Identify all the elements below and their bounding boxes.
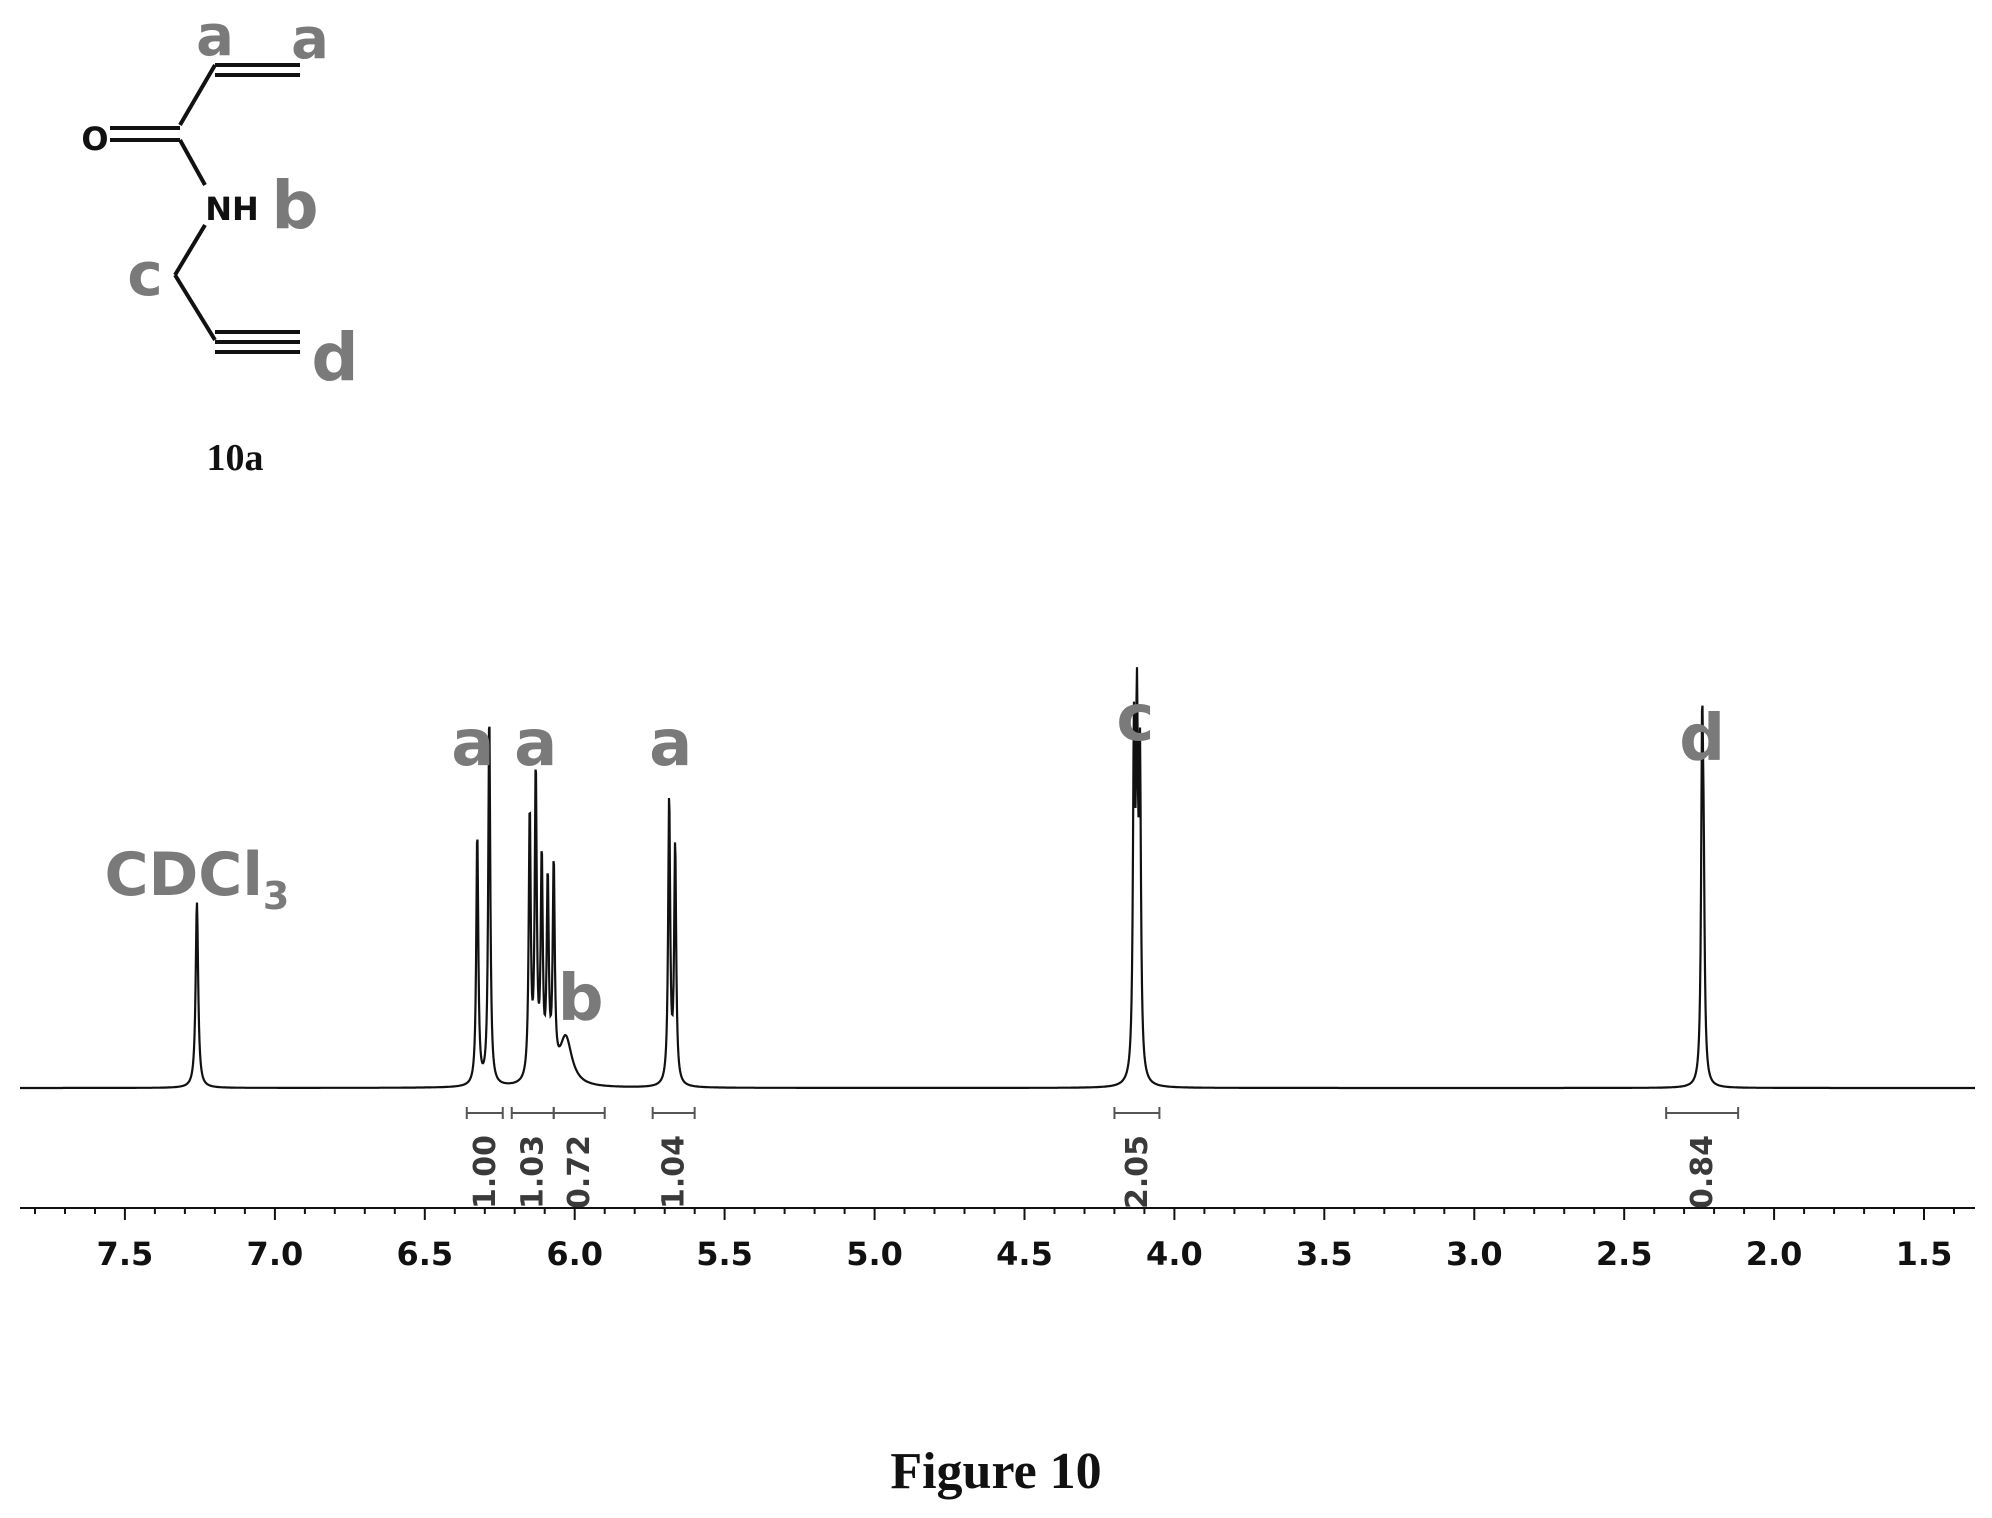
peak-label-cdcl3-0: CDCl3 <box>104 840 289 918</box>
integral-value-3: 1.04 <box>657 1135 692 1209</box>
nh-atom-label: NH <box>205 190 259 228</box>
tick-label-2.0: 2.0 <box>1746 1235 1803 1273</box>
peak-label-a-4: a <box>649 707 692 781</box>
peak-label-b-3: b <box>558 962 604 1036</box>
tick-label-6.5: 6.5 <box>396 1235 453 1273</box>
tick-label-5.5: 5.5 <box>696 1235 753 1273</box>
tick-label-5.0: 5.0 <box>846 1235 903 1273</box>
peak-label-a-1: a <box>451 707 494 781</box>
bond-carbonyl-vinyl <box>178 63 217 127</box>
integral-value-5: 0.84 <box>1685 1135 1720 1209</box>
chemical-structure <box>110 63 300 354</box>
figure-caption: Figure 10 <box>890 1443 1101 1500</box>
bond-nitrogen-ch2 <box>173 223 207 277</box>
integral-value-2: 0.72 <box>562 1135 597 1209</box>
structure-label-a1: a <box>196 4 234 69</box>
integral-value-1: 1.03 <box>516 1135 551 1209</box>
compound-label: 10a <box>207 437 264 479</box>
tick-label-4.0: 4.0 <box>1146 1235 1203 1273</box>
tick-label-7.0: 7.0 <box>247 1235 304 1273</box>
peak-label-d-6: d <box>1679 702 1725 776</box>
peak-label-a-2: a <box>514 707 557 781</box>
peak-label-c-5: c <box>1116 682 1154 756</box>
spectrum-trace <box>20 667 1975 1090</box>
structure-label-a2: a <box>291 7 329 72</box>
tick-label-6.0: 6.0 <box>546 1235 603 1273</box>
oxygen-atom-label: O <box>81 120 108 158</box>
tick-label-3.0: 3.0 <box>1446 1235 1503 1273</box>
integral-value-0: 1.00 <box>468 1135 503 1209</box>
structure-label-d: d <box>311 319 358 396</box>
tick-label-2.5: 2.5 <box>1596 1235 1653 1273</box>
tick-label-7.5: 7.5 <box>97 1235 154 1273</box>
bond-ch2-alkyne <box>173 273 217 342</box>
structure-label-c: c <box>127 240 163 310</box>
integral-value-4: 2.05 <box>1120 1135 1155 1209</box>
structure-label-b: b <box>271 167 318 244</box>
tick-label-3.5: 3.5 <box>1296 1235 1353 1273</box>
bond-carbonyl-nitrogen <box>178 139 207 186</box>
integrals: 1.00 1.03 0.72 1.04 2.05 0.84 <box>465 1107 1740 1209</box>
x-axis-ticks: 7.5 7.0 6.5 6.0 5.5 5.0 4.5 4.0 3.5 3.0 2.5 2.0 1.5 <box>34 1208 1955 1273</box>
tick-label-1.5: 1.5 <box>1896 1235 1953 1273</box>
tick-label-4.5: 4.5 <box>996 1235 1053 1273</box>
